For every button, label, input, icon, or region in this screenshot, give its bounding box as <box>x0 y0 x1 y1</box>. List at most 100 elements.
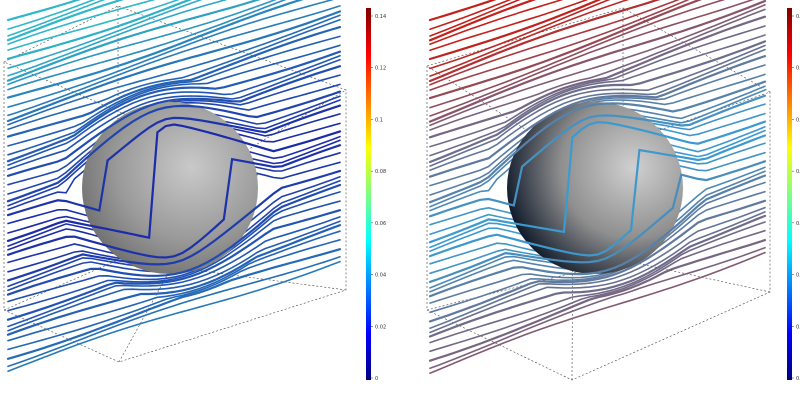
colorbar-tick-label: 0 <box>375 376 378 382</box>
streamline <box>6 104 342 217</box>
streamline <box>429 0 680 86</box>
streamline <box>428 239 767 362</box>
right-colorbar-gradient <box>787 8 792 380</box>
right-colorbar-ticks: 0.1 0.1 0. 0. 0. 0. 0. 0. <box>792 14 800 382</box>
streamline <box>7 256 341 368</box>
streamline <box>6 65 342 177</box>
colorbar-tick-label: 0. <box>796 117 800 123</box>
colorbar-tick-label: 0.08 <box>375 169 386 175</box>
streamline <box>428 120 767 244</box>
streamline <box>7 0 287 91</box>
streamline <box>429 64 766 187</box>
streamline <box>6 169 342 282</box>
colorbar-tick-label: 0.04 <box>375 273 386 279</box>
streamline <box>7 239 341 351</box>
streamline <box>6 0 125 42</box>
streamline <box>6 248 342 360</box>
colorbar-tick-label: 0.1 <box>796 66 800 72</box>
streamline <box>7 260 341 372</box>
streamline <box>7 14 341 126</box>
colorbar-tick-label: 0.02 <box>375 324 386 330</box>
streamline <box>7 0 334 108</box>
streamline <box>429 0 521 37</box>
colorbar-tick-label: 0.1 <box>796 14 800 20</box>
streamline <box>428 80 767 204</box>
streamline <box>6 10 342 123</box>
streamline <box>7 59 341 171</box>
streamline <box>429 0 630 77</box>
streamline <box>429 8 766 131</box>
streamline <box>7 220 341 332</box>
streamline <box>429 44 766 167</box>
streamline <box>428 160 767 283</box>
streamline <box>429 0 611 70</box>
streamline <box>428 174 767 298</box>
streamline <box>7 5 341 117</box>
streamline <box>428 0 537 42</box>
streamline <box>428 0 767 123</box>
streamline <box>429 206 766 329</box>
streamline <box>6 144 342 259</box>
streamline <box>428 0 702 100</box>
left-panel: 0.14 0.12 0.1 0.08 0.06 0.04 0.02 0 <box>3 0 386 382</box>
streamline <box>7 0 203 69</box>
colorbar-tick-label: 0.12 <box>375 66 386 72</box>
streamline <box>428 199 767 323</box>
colorbar-tick-label: 0. <box>796 221 800 227</box>
right-sphere <box>507 102 683 274</box>
streamline <box>6 0 261 82</box>
streamline <box>428 0 602 61</box>
colorbar-tick-label: 0. <box>796 273 800 279</box>
streamline <box>7 0 96 30</box>
streamline <box>7 0 228 77</box>
right-panel: 0.1 0.1 0. 0. 0. 0. 0. 0. <box>426 0 800 382</box>
colorbar-tick-label: 0. <box>796 324 800 330</box>
streamline <box>429 181 766 304</box>
streamline <box>429 211 766 334</box>
streamline <box>6 0 192 60</box>
left-colorbar: 0.14 0.12 0.1 0.08 0.06 0.04 0.02 0 <box>366 8 386 382</box>
streamline <box>6 90 342 203</box>
streamline <box>429 34 766 157</box>
streamline <box>7 0 156 45</box>
streamline <box>428 0 661 83</box>
streamline <box>7 0 106 37</box>
right-colorbar: 0.1 0.1 0. 0. 0. 0. 0. 0. <box>787 8 800 382</box>
streamline <box>7 44 341 156</box>
streamline <box>429 229 766 353</box>
streamline <box>7 35 341 147</box>
streamline <box>6 0 304 99</box>
streamline <box>428 15 767 139</box>
streamline <box>6 209 342 321</box>
streamline <box>429 0 589 52</box>
streamline <box>6 224 342 336</box>
streamline <box>429 48 766 171</box>
streamline <box>7 230 341 342</box>
colorbar-tick-label: 0.06 <box>375 221 386 227</box>
streamline <box>428 40 767 164</box>
streamline <box>429 73 766 196</box>
left-colorbar-gradient <box>366 8 371 380</box>
streamline <box>429 0 564 46</box>
right-streamlines-front <box>428 0 767 362</box>
streamline <box>7 0 180 51</box>
streamline <box>7 200 341 312</box>
streamline <box>7 74 341 186</box>
streamline <box>429 0 726 109</box>
streamline <box>7 191 341 303</box>
streamline <box>428 94 767 218</box>
streamline <box>7 216 341 328</box>
streamline <box>428 134 767 258</box>
streamline <box>429 221 766 344</box>
colorbar-tick-label: 0. <box>796 169 800 175</box>
streamline <box>7 54 341 167</box>
streamline <box>429 190 766 314</box>
streamline <box>429 4 766 127</box>
streamline <box>429 25 766 148</box>
streamline <box>429 0 512 30</box>
colorbar-tick-label: 0.14 <box>375 14 386 20</box>
streamline <box>7 0 277 86</box>
streamline <box>428 214 767 338</box>
streamline <box>429 251 766 374</box>
